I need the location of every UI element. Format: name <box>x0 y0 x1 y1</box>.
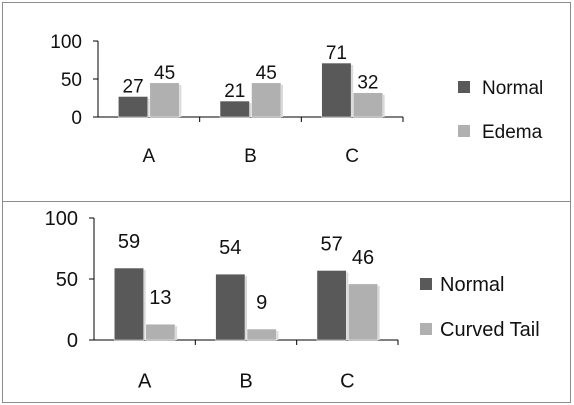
edema-data-label: 71 <box>326 43 347 64</box>
curved-tail-bar-normal <box>215 273 246 341</box>
edema-bar-normal <box>321 62 352 118</box>
curved-tail-legend-label: Normal <box>440 274 504 296</box>
curved-tail-y-tick-label: 50 <box>56 269 78 291</box>
curved-tail-legend-swatch <box>420 323 432 335</box>
curved-tail-bar-shadow <box>175 326 178 340</box>
curved-tail-data-label: 54 <box>219 237 241 259</box>
edema-legend-label: Normal <box>482 78 543 99</box>
edema-bar-shadow <box>382 94 385 117</box>
curved-tail-bar-shadow <box>377 285 380 340</box>
edema-bar-shadow <box>179 84 182 117</box>
edema-bar-treated <box>149 82 180 118</box>
curved-tail-category-label: C <box>340 371 354 393</box>
edema-bar-shadow <box>147 98 150 117</box>
curved-tail-data-label: 59 <box>118 231 140 253</box>
edema-y-tick-label: 50 <box>61 70 82 91</box>
curved-tail-y-tick-label: 0 <box>67 330 78 352</box>
edema-chart-panel: 100 50 0 A 27 45 B 21 45 C 71 32 Normal Edema <box>2 2 571 202</box>
curved-tail-data-label: 57 <box>321 233 343 255</box>
curved-tail-chart-panel: 100 50 0 A 59 13 B 54 9 C 57 46 Normal Curved Tail <box>2 201 571 403</box>
curved-tail-legend-swatch <box>420 278 432 290</box>
edema-legend-swatch <box>458 81 470 93</box>
edema-data-label: 32 <box>357 73 378 94</box>
edema-data-label: 21 <box>224 81 245 102</box>
curved-tail-data-label: 46 <box>352 247 374 269</box>
curved-tail-bar-shadow <box>276 331 279 340</box>
edema-bar-normal <box>219 100 250 118</box>
edema-bar-shadow <box>249 103 252 117</box>
curved-tail-legend-label: Curved Tail <box>440 319 540 341</box>
edema-category-label: C <box>345 146 359 167</box>
curved-tail-category-label: B <box>239 371 252 393</box>
edema-bar-treated <box>251 82 282 118</box>
edema-data-label: 45 <box>256 63 277 84</box>
curved-tail-data-label: 9 <box>256 292 267 314</box>
curved-tail-bar-shadow <box>245 276 247 340</box>
curved-tail-bar-chart: 100 50 0 A 59 13 B 54 9 C 57 46 Normal Curved Tail <box>45 208 540 393</box>
edema-bar-shadow <box>280 84 283 117</box>
curved-tail-bar-treated <box>348 283 378 341</box>
curved-tail-bar-treated <box>145 323 176 341</box>
edema-legend-label: Edema <box>482 122 543 143</box>
curved-tail-bar-shadow <box>143 270 146 340</box>
curved-tail-y-tick-label: 100 <box>45 208 78 230</box>
curved-tail-bar-treated <box>246 328 277 341</box>
edema-legend-swatch <box>458 125 470 137</box>
edema-y-tick-label: 100 <box>50 32 82 53</box>
edema-bar-chart: 100 50 0 A 27 45 B 21 45 C 71 32 Normal Edema <box>50 32 543 167</box>
edema-category-label: A <box>142 146 155 167</box>
edema-bar-treated <box>352 92 383 118</box>
edema-bar-shadow <box>351 65 354 117</box>
curved-tail-bar-shadow <box>346 272 349 340</box>
curved-tail-category-label: A <box>138 371 152 393</box>
edema-data-label: 45 <box>154 63 175 84</box>
curved-tail-bar-normal <box>316 270 347 341</box>
edema-y-tick-label: 0 <box>71 108 82 129</box>
curved-tail-data-label: 13 <box>149 287 171 309</box>
curved-tail-bar-normal <box>114 267 144 341</box>
edema-data-label: 27 <box>123 76 144 97</box>
edema-bar-normal <box>118 96 149 118</box>
edema-category-label: B <box>244 146 257 167</box>
